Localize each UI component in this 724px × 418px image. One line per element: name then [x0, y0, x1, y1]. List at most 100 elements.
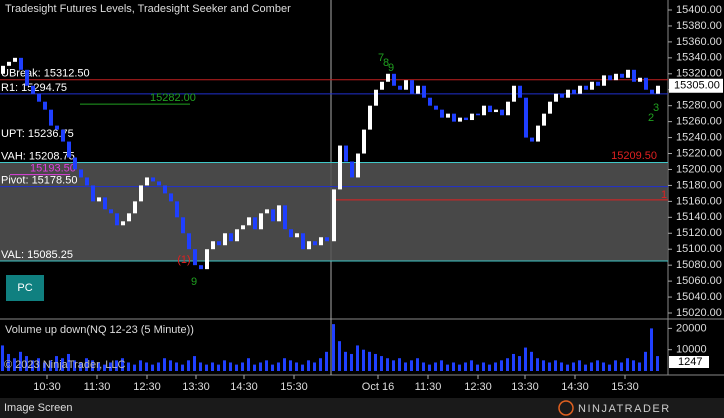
candle — [470, 113, 474, 121]
candle — [43, 101, 47, 110]
volume-bar — [73, 360, 76, 371]
candle — [620, 73, 624, 78]
volume-bar — [632, 360, 635, 371]
y-tick-label: 15180.00 — [676, 179, 722, 191]
candle — [404, 80, 408, 90]
volume-bar — [313, 362, 316, 371]
candle — [386, 73, 390, 82]
volume-bar — [368, 351, 371, 371]
candle — [163, 185, 167, 194]
annotation: 8 — [383, 57, 389, 69]
y-tick-label: 15380.00 — [676, 20, 722, 32]
y-tick-label: 15200.00 — [676, 163, 722, 175]
candle — [37, 93, 41, 102]
volume-bar — [253, 364, 256, 371]
y-tick-label: 15140.00 — [676, 211, 722, 223]
volume-bar — [494, 362, 497, 371]
candle — [608, 75, 612, 81]
volume-bar — [584, 364, 587, 371]
volume-bar — [37, 358, 40, 371]
candle — [235, 229, 239, 242]
candle — [584, 85, 588, 90]
volume-title: Volume up down(NQ 12-23 (5 Minute)) — [5, 324, 194, 336]
volume-bar — [109, 362, 112, 371]
volume-bar — [506, 358, 509, 371]
candle — [109, 209, 113, 214]
volume-bar — [614, 360, 617, 371]
annotation: 1 — [661, 189, 667, 201]
y-tick-label: 15020.00 — [676, 307, 722, 319]
level-label: VAL: 15085.25 — [1, 249, 73, 261]
volume-bar — [380, 356, 383, 371]
volume-bar — [145, 362, 148, 371]
volume-bar — [626, 358, 629, 371]
annotation: 9 — [388, 62, 394, 74]
volume-bar — [259, 362, 262, 371]
volume-bar — [554, 360, 557, 371]
volume-bar — [560, 362, 563, 371]
volume-bar — [175, 362, 178, 371]
volume-bar — [7, 353, 10, 371]
y-tick-label: 15120.00 — [676, 227, 722, 239]
candle — [145, 177, 149, 186]
candle — [638, 77, 642, 82]
x-tick-label: 13:30 — [511, 381, 539, 393]
volume-badge-label: 1247 — [678, 356, 702, 368]
annotation: 2 — [648, 112, 654, 124]
volume-bar — [61, 358, 64, 371]
volume-bar — [223, 360, 226, 371]
candle — [446, 113, 450, 118]
candle — [205, 249, 209, 270]
candle — [380, 81, 384, 90]
volume-bar — [217, 364, 220, 371]
x-tick-label: 12:30 — [464, 381, 492, 393]
volume-bar — [578, 360, 581, 371]
candle — [440, 109, 444, 118]
candle — [422, 85, 426, 98]
candle — [488, 105, 492, 113]
volume-bar — [271, 364, 274, 371]
marker-label: 15209.50 — [611, 150, 657, 162]
volume-bar — [211, 362, 214, 371]
volume-bar — [229, 362, 232, 371]
candle — [187, 233, 191, 250]
x-tick-label: 14:30 — [561, 381, 589, 393]
candle — [560, 93, 564, 98]
candle — [428, 97, 432, 106]
candle — [313, 241, 317, 246]
volume-bar — [139, 360, 142, 371]
y-tick-label: 15100.00 — [676, 243, 722, 255]
volume-bar — [452, 362, 455, 371]
candle — [524, 97, 528, 138]
candle — [193, 249, 197, 266]
pc-button[interactable] — [6, 275, 44, 301]
volume-bar — [518, 356, 521, 371]
candle — [127, 213, 131, 222]
volume-bar — [277, 362, 280, 371]
candle — [67, 141, 71, 158]
candle — [241, 225, 245, 230]
volume-bar — [566, 364, 569, 371]
candle — [338, 145, 342, 190]
candle — [344, 145, 348, 162]
volume-bar — [572, 362, 575, 371]
volume-bar — [392, 360, 395, 371]
volume-bar — [13, 358, 16, 371]
candle — [554, 93, 558, 102]
candle — [277, 205, 281, 222]
volume-bar — [1, 345, 4, 371]
candle — [253, 217, 257, 230]
volume-bar — [362, 349, 365, 371]
candle — [79, 169, 83, 178]
volume-bar — [283, 358, 286, 371]
candle — [259, 213, 263, 230]
candle — [578, 85, 582, 94]
y-tick-label: 15240.00 — [676, 131, 722, 143]
volume-bar — [530, 351, 533, 371]
candle — [25, 69, 29, 86]
volume-bar — [638, 362, 641, 371]
volume-bar — [434, 362, 437, 371]
candle — [91, 185, 95, 202]
pc-button-label[interactable]: PC — [17, 282, 32, 294]
